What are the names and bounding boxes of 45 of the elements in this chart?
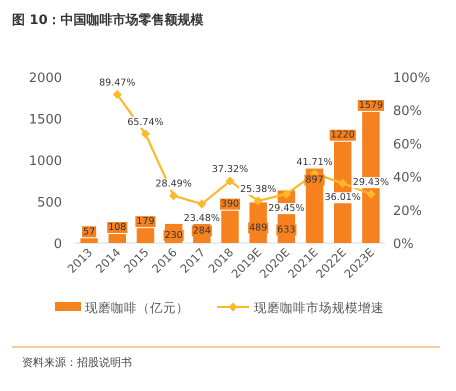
data-label: 390 bbox=[220, 198, 240, 210]
data-label: 57 bbox=[82, 226, 96, 238]
y-tick-label: 1000 bbox=[28, 154, 62, 169]
data-label: 489 bbox=[248, 222, 268, 234]
point bbox=[140, 129, 150, 138]
point bbox=[282, 190, 291, 199]
data-label: 25.38% bbox=[239, 184, 278, 195]
y-tick-label: 0 bbox=[54, 237, 62, 252]
data-label: 23.48% bbox=[182, 213, 221, 224]
y2-tick-label: 0% bbox=[393, 237, 414, 252]
data-label: 1579 bbox=[358, 100, 384, 111]
text: 资料来源：招股说明书 bbox=[22, 356, 132, 369]
data-label: 29.45% bbox=[267, 203, 306, 214]
point bbox=[226, 176, 234, 186]
y2-tick-label: 40% bbox=[393, 170, 422, 186]
data-label: 29.43% bbox=[352, 177, 390, 188]
data-label: 179 bbox=[135, 216, 156, 228]
y-tick-label: 2000 bbox=[28, 71, 62, 86]
data-label: 89.47% bbox=[98, 77, 136, 88]
point bbox=[254, 196, 263, 206]
data-label: 1220 bbox=[330, 130, 356, 141]
data-label: 284 bbox=[192, 225, 212, 236]
data-label: 41.71% bbox=[295, 156, 334, 168]
data-label: 897 bbox=[304, 174, 325, 186]
data-label: 36.01% bbox=[324, 192, 362, 204]
data-label: 230 bbox=[164, 230, 184, 241]
y2-tick-label: 80% bbox=[393, 104, 422, 120]
data-label: 108 bbox=[107, 222, 128, 234]
y2-tick-label: 60% bbox=[393, 137, 422, 152]
legend-label: 现磨咖啡市场规模增速 bbox=[254, 300, 384, 315]
data-label: 28.49% bbox=[154, 178, 193, 190]
point bbox=[366, 190, 376, 199]
point bbox=[169, 191, 178, 200]
point bbox=[112, 90, 122, 99]
y-tick-label: 500 bbox=[37, 196, 62, 210]
point bbox=[197, 200, 206, 209]
data-label: 37.32% bbox=[210, 164, 250, 176]
data-label: 65.74% bbox=[126, 116, 165, 128]
chart-title: 图 10：中国咖啡市场零售额规模 bbox=[12, 12, 204, 28]
y-tick-label: 1500 bbox=[28, 112, 62, 128]
legend-label: 现磨咖啡（亿元） bbox=[85, 300, 189, 315]
y2-tick-label: 20% bbox=[393, 204, 422, 219]
data-label: 633 bbox=[276, 224, 296, 236]
y2-tick-label: 100% bbox=[393, 71, 430, 86]
point bbox=[338, 178, 348, 188]
